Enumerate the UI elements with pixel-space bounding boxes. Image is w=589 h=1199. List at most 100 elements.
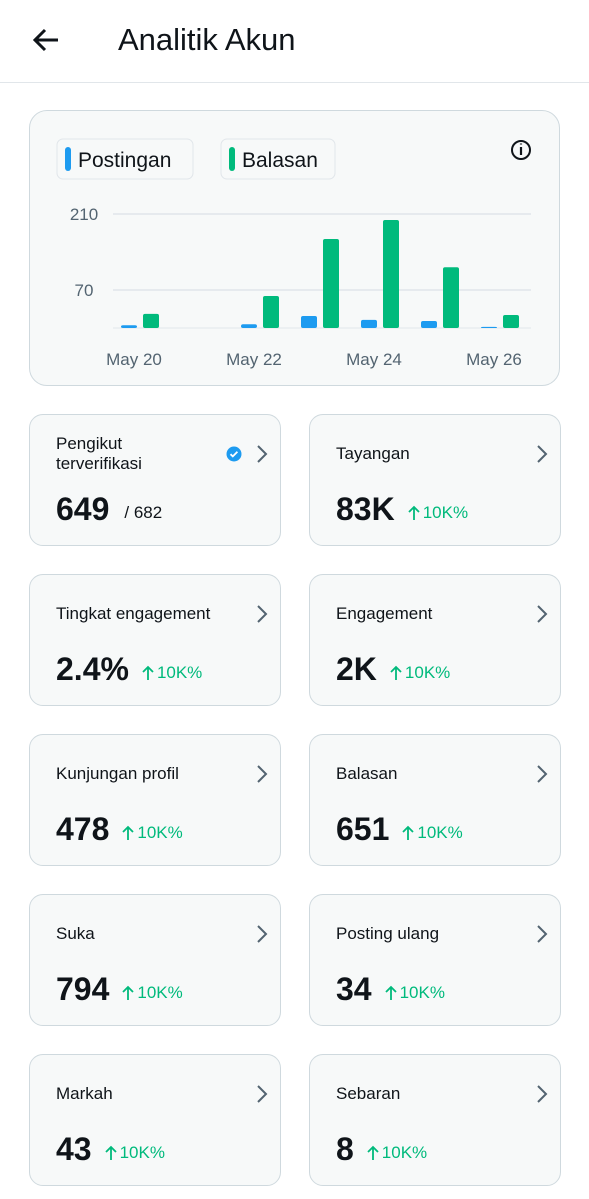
up-arrow — [122, 985, 135, 1000]
stat-value: 83K — [336, 491, 395, 527]
stat-label: Balasan — [336, 764, 398, 783]
stat-change: 10K% — [389, 663, 450, 683]
chevron — [257, 1085, 268, 1103]
stat-label: Tingkat engagement — [56, 604, 211, 623]
stat-card[interactable]: Tayangan 83K 10K% — [309, 414, 561, 546]
chevron — [537, 605, 548, 623]
badge-check — [229, 451, 239, 458]
up-arrow-path — [122, 985, 135, 1000]
stat-change: 10K% — [141, 663, 202, 683]
chevron-path — [257, 445, 268, 463]
stat-card[interactable]: Balasan 651 10K% — [309, 734, 561, 866]
info-icon — [511, 140, 531, 160]
stat-card[interactable]: Suka 794 10K% — [29, 894, 281, 1026]
chevron — [537, 445, 548, 463]
stat-card[interactable]: Posting ulang 34 10K% — [309, 894, 561, 1026]
chevron-path — [537, 1085, 548, 1103]
stat-value: 2.4% — [56, 651, 129, 687]
stat-card[interactable]: Tingkat engagement 2.4% 10K% — [29, 574, 281, 706]
up-arrow — [384, 985, 397, 1000]
up-arrow — [367, 1145, 379, 1160]
page-title: Analitik Akun — [118, 22, 296, 57]
chart-panel: Postingan Balasan 70 210 May 20 May 22 May 24 M… — [29, 110, 560, 386]
up-arrow-path — [367, 1145, 379, 1160]
stat-card[interactable]: Sebaran 8 10K% — [309, 1054, 561, 1186]
stat-change-text: 10K% — [422, 503, 469, 522]
stat-change-text: 10K% — [119, 1143, 165, 1162]
up-arrow — [390, 665, 402, 680]
stat-card[interactable]: Engagement 2K 10K% — [309, 574, 561, 706]
stat-value: 651 — [336, 811, 390, 847]
stat-change-text: 10K% — [399, 983, 445, 1002]
stat-card[interactable]: Markah 43 10K% — [29, 1054, 281, 1186]
bar — [481, 326, 497, 328]
up-arrow — [142, 665, 154, 680]
stat-label: Posting ulang — [336, 924, 440, 943]
chevron-path — [537, 445, 548, 463]
stat-change: 10K% — [384, 983, 445, 1003]
legend-swatch — [229, 147, 235, 171]
back-arrow — [32, 28, 58, 52]
chevron-path — [537, 605, 548, 623]
legend-item[interactable]: Postingan — [56, 138, 194, 180]
stat-change-text: 10K% — [381, 1143, 428, 1162]
stat-label: Pengikut terverifikasi — [56, 434, 142, 473]
up-arrow-path — [390, 665, 402, 680]
stat-change: 10K% — [121, 823, 183, 843]
up-arrow — [402, 825, 415, 840]
bar — [383, 219, 399, 328]
chevron — [257, 445, 268, 463]
chevron-path — [257, 925, 268, 943]
y-tick-label: 70 — [75, 281, 94, 300]
stat-label: Engagement — [336, 604, 433, 623]
stat-value: 8 — [336, 1131, 354, 1167]
chart: Postingan Balasan 70 210 May 20 May 22 May 24 M… — [56, 138, 531, 369]
back-button[interactable] — [30, 24, 62, 56]
header: Analitik Akun — [0, 0, 589, 83]
verified-badge — [226, 446, 242, 462]
up-arrow-path — [408, 505, 420, 520]
stat-label: Tayangan — [336, 444, 410, 463]
chevron — [257, 925, 268, 943]
stat-change-text: 10K% — [137, 983, 183, 1002]
stat-change-text: 10K% — [156, 663, 203, 682]
chevron-path — [257, 605, 268, 623]
x-tick-label: May 22 — [226, 350, 282, 369]
stat-value: 649 — [56, 491, 110, 527]
stat-label: Sebaran — [336, 1084, 401, 1103]
legend-item[interactable]: Balasan — [220, 138, 336, 180]
up-arrow-path — [402, 825, 415, 840]
stat-change: 10K% — [407, 503, 468, 523]
stat-change: 10K% — [401, 823, 463, 843]
legend-swatch — [65, 147, 71, 171]
stat-label: Markah — [56, 1084, 113, 1103]
up-arrow-path — [122, 825, 135, 840]
bar — [301, 316, 317, 328]
chevron — [537, 925, 548, 943]
legend-box — [56, 138, 194, 180]
info-button[interactable] — [511, 140, 531, 160]
bar — [263, 295, 279, 328]
stat-total: / 682 — [124, 503, 163, 522]
stat-change-text: 10K% — [417, 823, 463, 842]
bar — [443, 267, 459, 328]
up-arrow-path — [104, 1145, 117, 1160]
chevron — [537, 1085, 548, 1103]
y-tick-label: 210 — [70, 205, 98, 224]
chevron — [257, 605, 268, 623]
up-arrow-path — [142, 665, 154, 680]
stat-change: 10K% — [366, 1143, 427, 1163]
up-arrow — [104, 1145, 117, 1160]
stat-change: 10K% — [121, 983, 183, 1003]
bar — [361, 319, 377, 328]
up-arrow-path — [384, 985, 397, 1000]
bar — [143, 313, 159, 328]
legend-label: Postingan — [78, 149, 171, 172]
stat-card[interactable]: Kunjungan profil 478 10K% — [29, 734, 281, 866]
bar — [323, 238, 339, 328]
stat-card[interactable]: Pengikut terverifikasi 649 / 682 — [29, 414, 281, 546]
stat-change-text: 10K% — [404, 663, 451, 682]
up-arrow — [408, 505, 420, 520]
chevron-path — [257, 1085, 268, 1103]
